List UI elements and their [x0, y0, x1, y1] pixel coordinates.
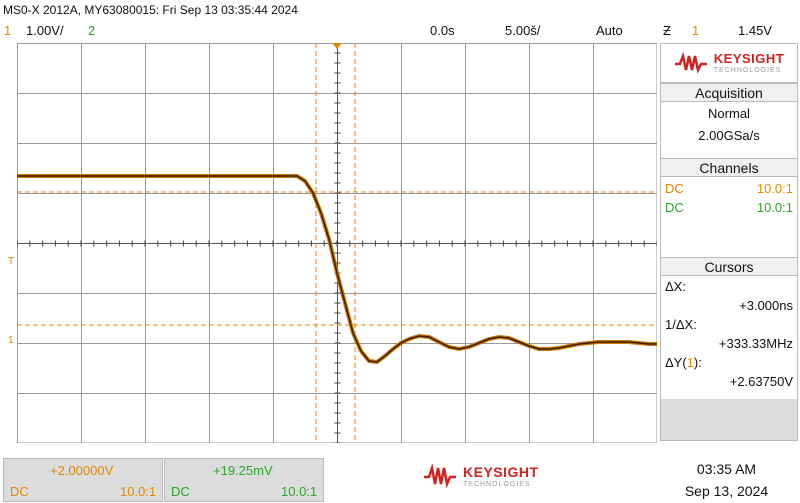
side-panel: KEYSIGHT TECHNOLOGIES Acquisition Normal…: [660, 43, 798, 441]
cursors-title[interactable]: Cursors: [661, 257, 797, 276]
keysight-wave-icon-bottom: [424, 464, 456, 488]
cursors-panel: ΔX: +3.000ns 1/ΔX: +333.33MHz ΔY(1): +2.…: [661, 276, 797, 399]
logo-subtitle-bottom: TECHNOLOGIES: [463, 480, 531, 488]
channels-panel: DC 10.0:1 DC 10.0:1: [661, 177, 797, 257]
clock-date: Sep 13, 2024: [684, 483, 769, 499]
logo-subtitle: TECHNOLOGIES: [713, 67, 782, 74]
channel-1-coupling: DC: [665, 181, 684, 196]
delta-y-label-start: ΔY(: [665, 355, 687, 370]
channel-2-probe-bottom: 10.0:1: [281, 484, 318, 499]
channel-2-coupling-bottom: DC: [171, 484, 190, 499]
channels-title[interactable]: Channels: [661, 158, 797, 177]
delta-y-label: ΔY(1):: [661, 353, 797, 372]
inverse-delta-x-value: +333.33MHz: [718, 336, 793, 351]
acquisition-panel: Normal 2.00GSa/s: [661, 102, 797, 158]
scope-title: MS0-X 2012A, MY63080015: Fri Sep 13 03:3…: [3, 3, 298, 17]
channel-1-number[interactable]: 1: [4, 23, 12, 38]
logo-brand-bottom: KEYSIGHT: [463, 463, 539, 480]
channel-1-coupling-bottom: DC: [10, 484, 29, 499]
channel-1-ground-marker[interactable]: 1: [8, 335, 14, 346]
channel-1-scale[interactable]: 1.00V/: [26, 23, 64, 38]
trigger-level-marker[interactable]: T: [8, 256, 15, 267]
graticule-grid: [17, 43, 657, 443]
time-offset[interactable]: 0.0s: [430, 23, 455, 38]
keysight-wave-icon: [674, 52, 707, 74]
inverse-delta-x-label: 1/ΔX:: [665, 317, 697, 332]
trigger-level[interactable]: 1.45V: [738, 23, 772, 38]
delta-y-channel: 1: [686, 355, 694, 370]
clock: 03:35 AM Sep 13, 2024: [653, 458, 800, 502]
channel-2-row[interactable]: DC 10.0:1: [661, 198, 797, 217]
graticule-svg: [17, 43, 657, 443]
channel-2-probe: 10.0:1: [756, 200, 793, 215]
channel-1-waveform-core: [17, 175, 657, 363]
waveform-display[interactable]: T 1: [8, 43, 657, 443]
acquisition-mode: Normal: [708, 106, 750, 121]
channel-1-probe-bottom: 10.0:1: [120, 484, 157, 499]
delta-y-value: +2.63750V: [729, 374, 793, 389]
trigger-edge-icon: Ƶ: [663, 23, 671, 38]
logo-brand: KEYSIGHT: [713, 51, 785, 66]
channel-2-offset: +19.25mV: [213, 463, 273, 478]
trigger-mode[interactable]: Auto: [596, 23, 623, 38]
channel-1-probe: 10.0:1: [756, 181, 793, 196]
keysight-logo-bottom: KEYSIGHT TECHNOLOGIES: [423, 464, 539, 488]
status-bar: 1 1.00V/ 2 0.0s 5.00š/ Auto Ƶ 1 1.45V: [0, 22, 800, 40]
delta-y-label-end: ):: [693, 355, 702, 370]
channel-1-info-box[interactable]: +2.00000V DC 10.0:1: [3, 458, 163, 502]
channel-2-coupling: DC: [665, 200, 684, 215]
acquisition-title[interactable]: Acquisition: [661, 83, 797, 102]
trigger-position-marker[interactable]: [332, 43, 342, 49]
channel-2-info-box[interactable]: +19.25mV DC 10.0:1: [164, 458, 324, 502]
channel-2-number[interactable]: 2: [88, 23, 96, 38]
channel-1-row[interactable]: DC 10.0:1: [661, 179, 797, 198]
delta-x-value: +3.000ns: [739, 298, 793, 313]
bottom-bar: +2.00000V DC 10.0:1 +19.25mV DC 10.0:1 K…: [3, 458, 800, 502]
keysight-logo: KEYSIGHT TECHNOLOGIES: [661, 44, 797, 83]
channel-1-offset: +2.00000V: [50, 463, 114, 478]
trigger-channel[interactable]: 1: [692, 23, 700, 38]
cursor-lines: [17, 43, 657, 443]
sample-rate: 2.00GSa/s: [698, 128, 760, 143]
time-scale[interactable]: 5.00š/: [505, 23, 541, 38]
delta-x-label: ΔX:: [665, 279, 686, 294]
clock-time: 03:35 AM: [696, 461, 757, 477]
